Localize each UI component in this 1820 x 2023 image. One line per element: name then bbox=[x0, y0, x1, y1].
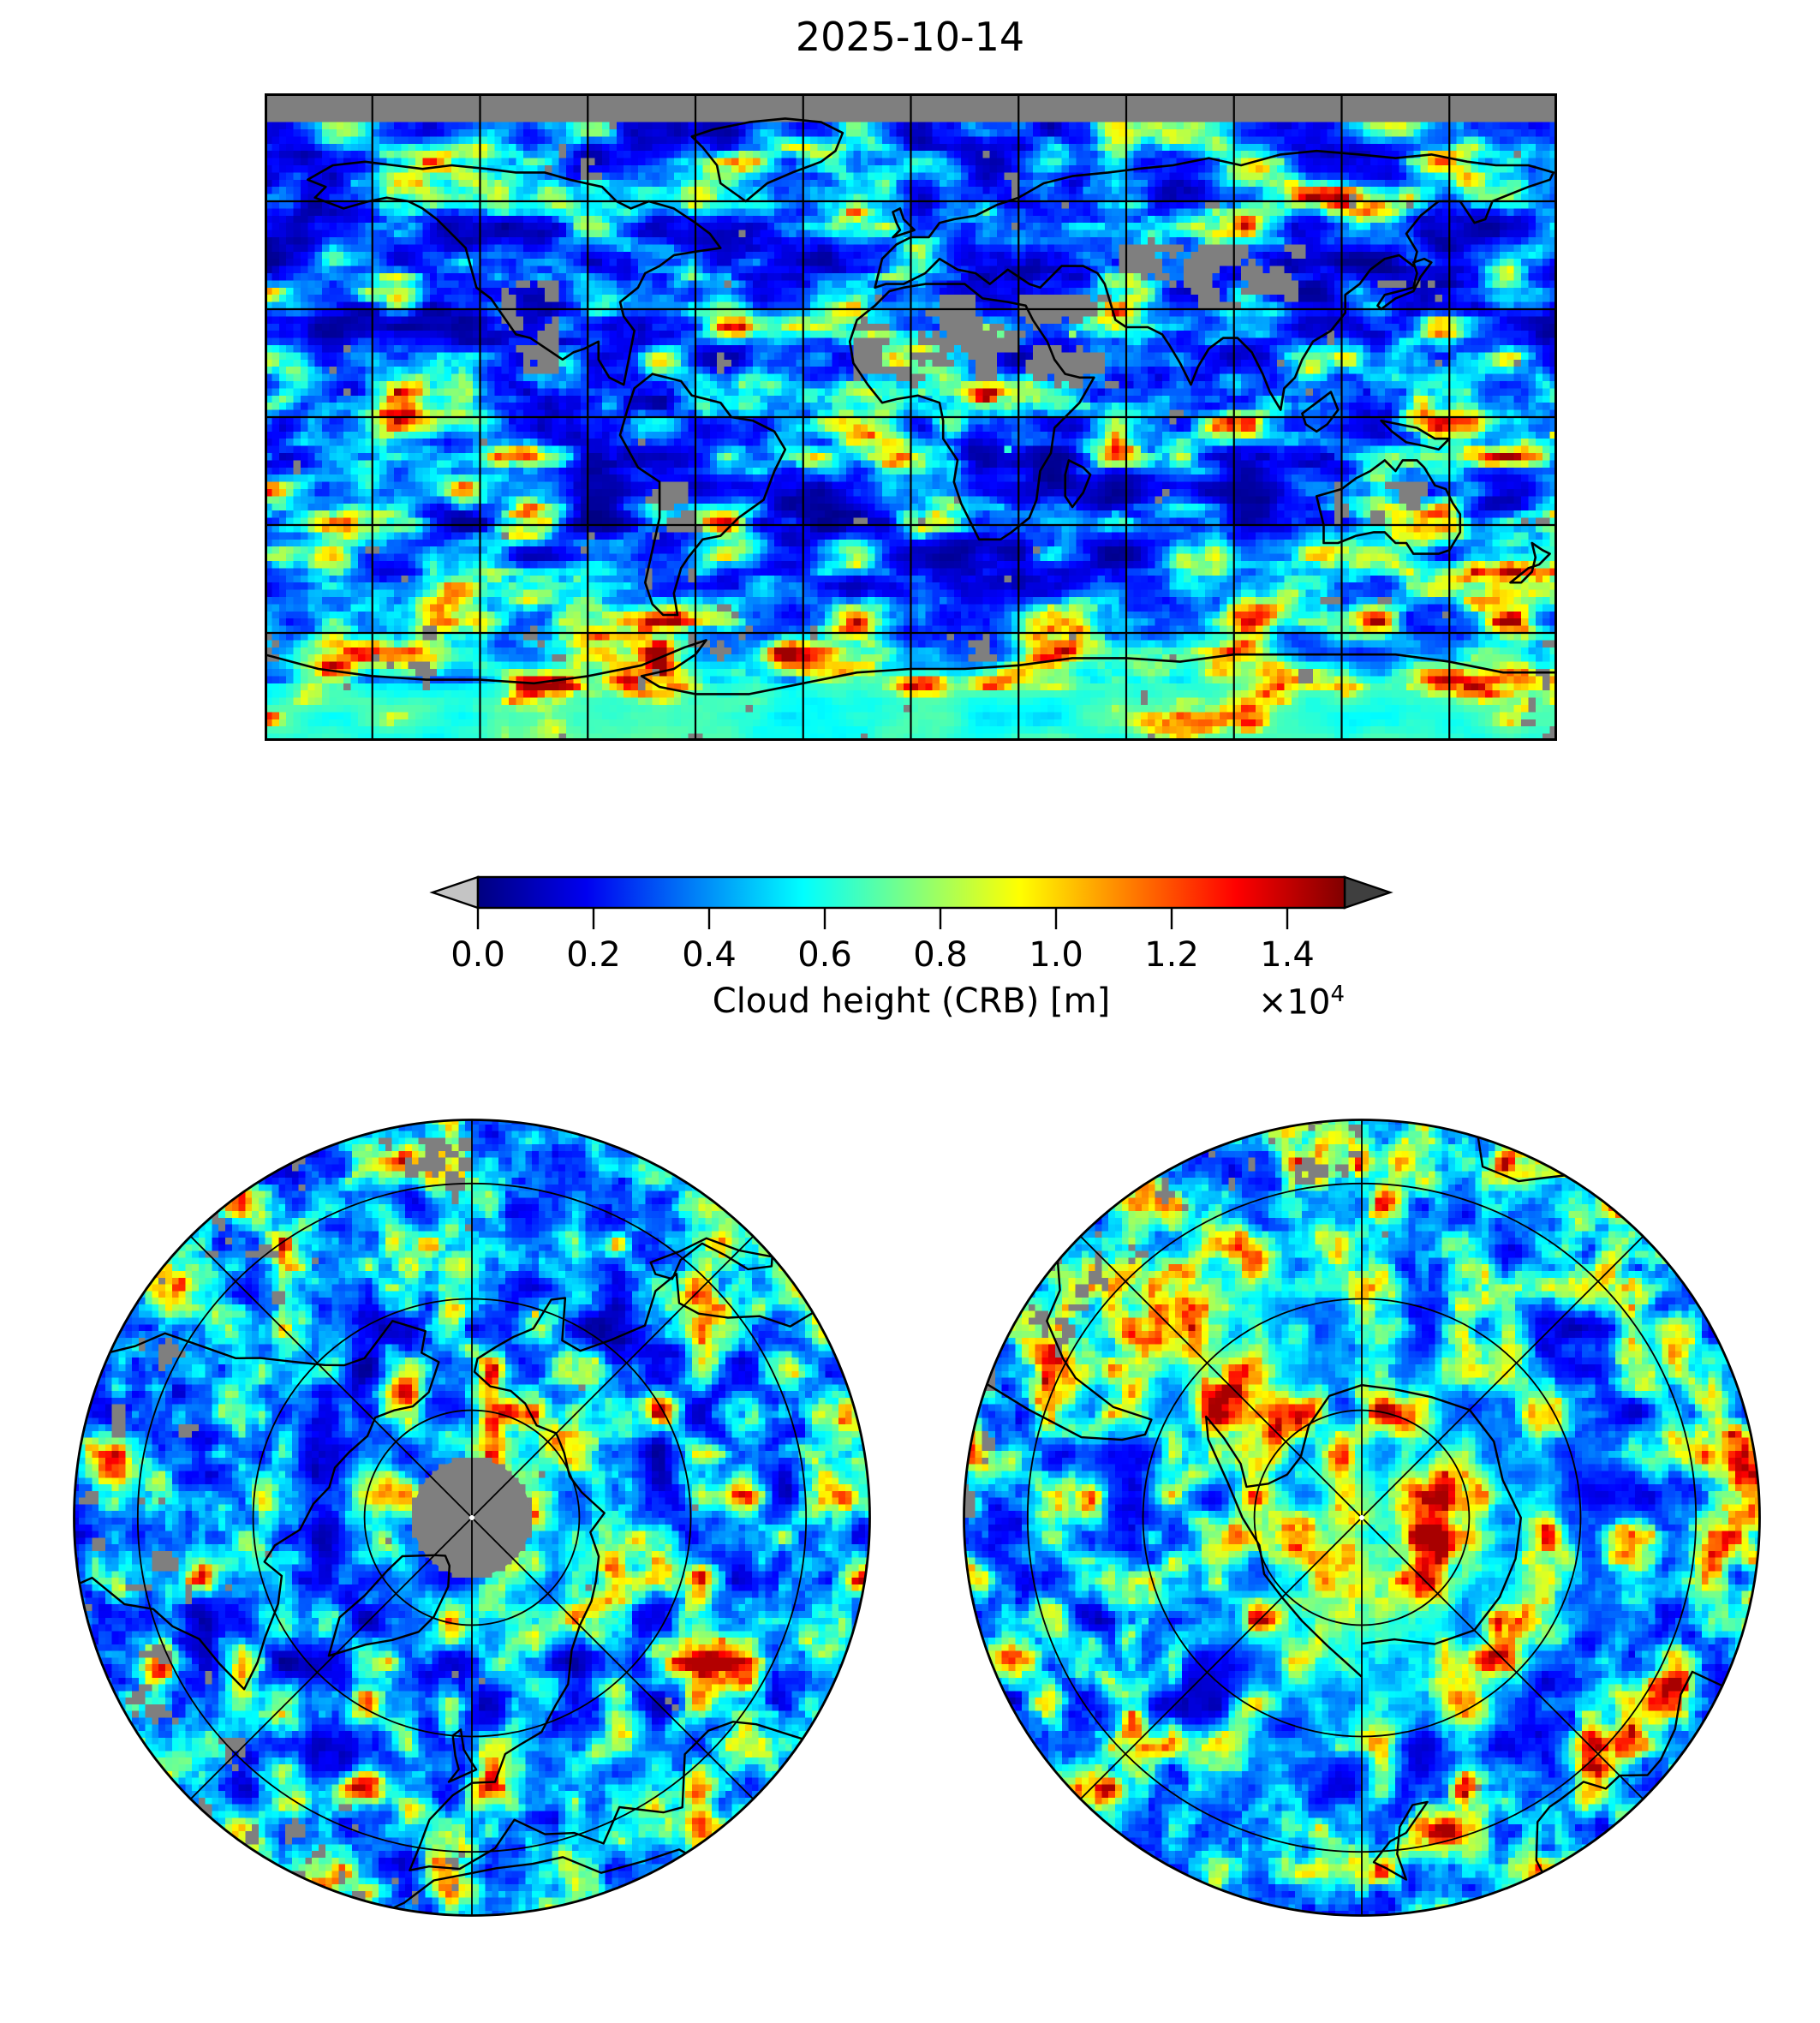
colorbar-tick-label: 0.8 bbox=[913, 935, 968, 975]
colorbar-multiplier: ×104 bbox=[1182, 982, 1345, 1022]
north-polar-panel bbox=[72, 1118, 872, 1918]
colorbar-multiplier-exponent: 4 bbox=[1330, 982, 1345, 1007]
colorbar-multiplier-base: ×10 bbox=[1258, 982, 1331, 1023]
figure-title: 2025-10-14 bbox=[795, 14, 1025, 60]
colorbar-tick-label: 1.2 bbox=[1144, 935, 1199, 975]
colorbar-tick-label: 0.2 bbox=[566, 935, 621, 975]
colorbar-label: Cloud height (CRB) [m] bbox=[712, 982, 1111, 1021]
south-polar-overlay bbox=[963, 1119, 1761, 1917]
south-polar-panel bbox=[962, 1118, 1762, 1918]
colorbar-tick-label: 0.6 bbox=[797, 935, 852, 975]
colorbar-over-arrow bbox=[1343, 875, 1393, 910]
global-map-overlay bbox=[265, 93, 1557, 741]
colorbar-tick-label: 1.0 bbox=[1029, 935, 1083, 975]
global-map-panel bbox=[265, 93, 1557, 741]
north-polar-overlay bbox=[73, 1119, 871, 1917]
colorbar bbox=[429, 875, 1393, 929]
colorbar-under-arrow bbox=[429, 875, 480, 910]
colorbar-tick-label: 1.4 bbox=[1260, 935, 1315, 975]
colorbar-gradient-bar bbox=[476, 875, 1346, 910]
colorbar-tick-marks bbox=[476, 908, 1289, 929]
colorbar-tick-label: 0.0 bbox=[451, 935, 505, 975]
colorbar-tick-label: 0.4 bbox=[682, 935, 737, 975]
